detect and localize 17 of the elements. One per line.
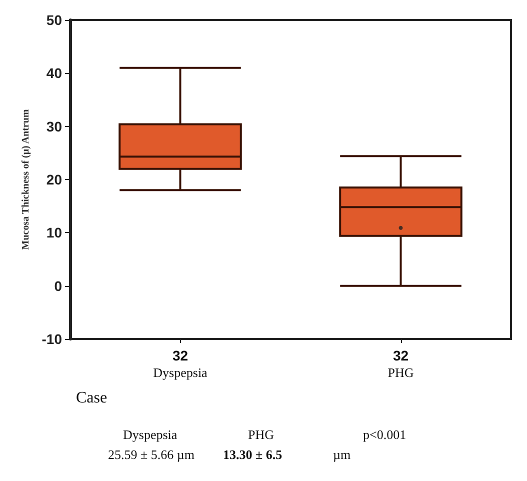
text: 25.59 ± 5.66 µm <box>108 447 194 462</box>
y-tick-label: 10 <box>46 224 62 241</box>
y-axis-title: Mucosa Thickness of (μ) Antrum <box>20 108 32 250</box>
text: Dyspepsia <box>123 427 178 442</box>
text: PHG <box>248 427 274 442</box>
y-tick-label: 50 <box>46 12 62 28</box>
y-tick-label: 30 <box>46 118 62 134</box>
x-tick-label: 32 PHG <box>388 348 414 380</box>
y-tick-label: 40 <box>46 65 62 82</box>
x-axis-title: Case <box>76 390 108 406</box>
y-tick-label: 0 <box>54 278 62 294</box>
text: µm <box>333 447 351 462</box>
text: 13.30 ± 6.5 <box>223 447 283 462</box>
y-tick-label: 20 <box>46 172 62 188</box>
x-tick-label: 32 Dyspepsia <box>153 348 208 380</box>
text: p<0.001 <box>363 427 406 442</box>
y-tick-label: -10 <box>42 331 62 347</box>
